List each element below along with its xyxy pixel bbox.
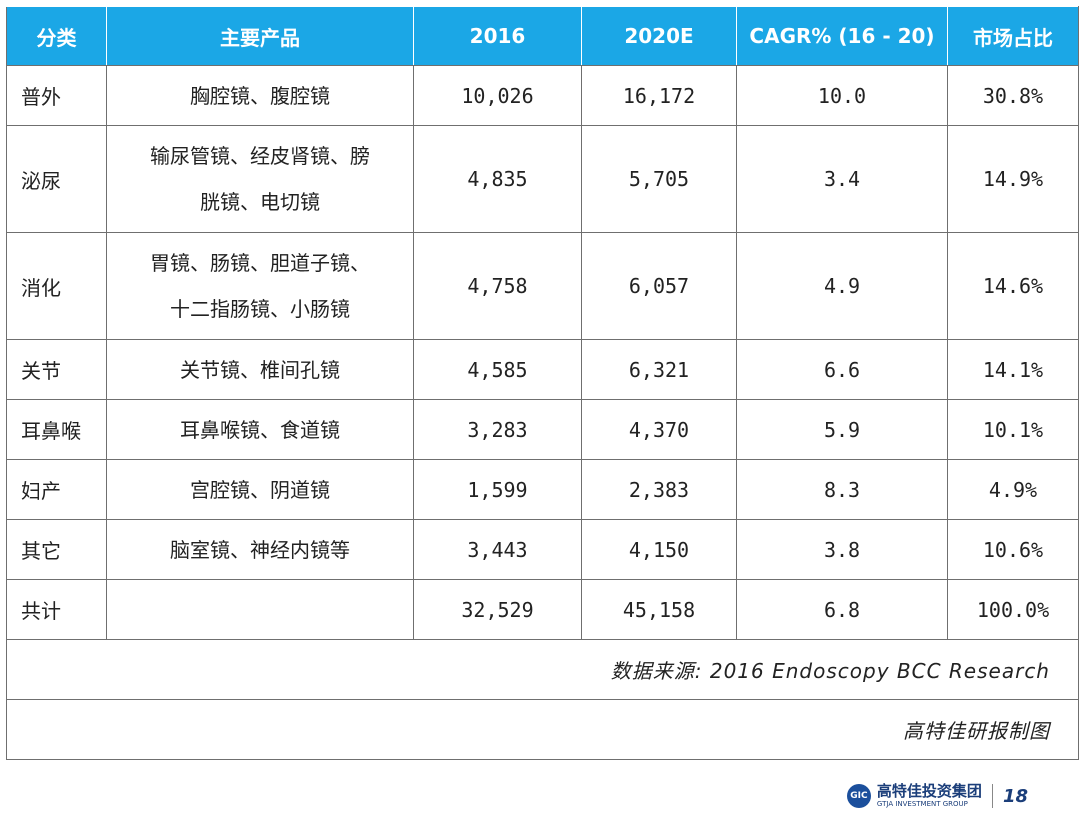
cell-share: 100.0% — [947, 579, 1079, 640]
credit-row: 高特佳研报制图 — [6, 699, 1079, 760]
cell-share: 14.9% — [947, 125, 1079, 233]
company-name-cn: 高特佳投资集团 — [876, 782, 982, 800]
cell-2020e: 6,321 — [581, 339, 737, 400]
source-note: 数据来源: 2016 Endoscopy BCC Research — [6, 639, 1079, 700]
cell-2016: 32,529 — [413, 579, 582, 640]
cell-2016: 10,026 — [413, 65, 582, 126]
table-row: 耳鼻喉 耳鼻喉镜、食道镜 3,283 4,370 5.9 10.1% — [6, 399, 1079, 460]
cell-category: 妇产 — [6, 459, 107, 520]
products-line: 胃镜、肠镜、胆道子镜、 — [150, 251, 370, 275]
cell-cagr: 6.8 — [736, 579, 948, 640]
company-name-en: GTJA INVESTMENT GROUP — [876, 800, 968, 808]
cell-category: 消化 — [6, 232, 107, 340]
table-header-row: 分类 主要产品 2016 2020E CAGR% (16 - 20) 市场占比 — [6, 6, 1079, 66]
table-row-total: 共计 32,529 45,158 6.8 100.0% — [6, 579, 1079, 640]
header-2020e: 2020E — [581, 6, 737, 66]
cell-2016: 4,585 — [413, 339, 582, 400]
cell-2020e: 4,150 — [581, 519, 737, 580]
cell-2020e: 4,370 — [581, 399, 737, 460]
header-2016: 2016 — [413, 6, 582, 66]
company-logo-text: 高特佳投资集团 GTJA INVESTMENT GROUP — [877, 784, 982, 808]
table-row: 其它 脑室镜、神经内镜等 3,443 4,150 3.8 10.6% — [6, 519, 1079, 580]
cell-products: 输尿管镜、经皮肾镜、膀 胱镜、电切镜 — [106, 125, 414, 233]
table-row: 关节 关节镜、椎间孔镜 4,585 6,321 6.6 14.1% — [6, 339, 1079, 400]
cell-cagr: 5.9 — [736, 399, 948, 460]
cell-cagr: 6.6 — [736, 339, 948, 400]
cell-2020e: 6,057 — [581, 232, 737, 340]
table-row: 普外 胸腔镜、腹腔镜 10,026 16,172 10.0 30.8% — [6, 65, 1079, 126]
cell-products: 关节镜、椎间孔镜 — [106, 339, 414, 400]
cell-products: 胸腔镜、腹腔镜 — [106, 65, 414, 126]
table-row: 消化 胃镜、肠镜、胆道子镜、 十二指肠镜、小肠镜 4,758 6,057 4.9… — [6, 232, 1079, 340]
market-table: 分类 主要产品 2016 2020E CAGR% (16 - 20) 市场占比 … — [6, 6, 1079, 760]
header-share: 市场占比 — [947, 6, 1079, 66]
products-line: 胱镜、电切镜 — [200, 190, 320, 214]
cell-category: 普外 — [6, 65, 107, 126]
cell-2016: 4,835 — [413, 125, 582, 233]
header-cagr: CAGR% (16 - 20) — [736, 6, 948, 66]
cell-products: 宫腔镜、阴道镜 — [106, 459, 414, 520]
cell-cagr: 4.9 — [736, 232, 948, 340]
cell-share: 10.6% — [947, 519, 1079, 580]
header-category: 分类 — [6, 6, 107, 66]
cell-products: 胃镜、肠镜、胆道子镜、 十二指肠镜、小肠镜 — [106, 232, 414, 340]
cell-share: 14.1% — [947, 339, 1079, 400]
source-row: 数据来源: 2016 Endoscopy BCC Research — [6, 639, 1079, 700]
cell-category: 共计 — [6, 579, 107, 640]
cell-2016: 4,758 — [413, 232, 582, 340]
company-logo-icon: GIC — [846, 784, 871, 808]
cell-2020e: 16,172 — [581, 65, 737, 126]
cell-cagr: 3.8 — [736, 519, 948, 580]
cell-category: 关节 — [6, 339, 107, 400]
table-row: 妇产 宫腔镜、阴道镜 1,599 2,383 8.3 4.9% — [6, 459, 1079, 520]
cell-2020e: 5,705 — [581, 125, 737, 233]
cell-2020e: 45,158 — [581, 579, 737, 640]
cell-cagr: 3.4 — [736, 125, 948, 233]
products-line: 输尿管镜、经皮肾镜、膀 — [150, 144, 370, 168]
cell-products — [106, 579, 414, 640]
footer-logo: GIC 高特佳投资集团 GTJA INVESTMENT GROUP 18 — [846, 778, 1028, 814]
cell-products: 耳鼻喉镜、食道镜 — [106, 399, 414, 460]
cell-share: 10.1% — [947, 399, 1079, 460]
cell-2016: 1,599 — [413, 459, 582, 520]
cell-category: 泌尿 — [6, 125, 107, 233]
table-row: 泌尿 输尿管镜、经皮肾镜、膀 胱镜、电切镜 4,835 5,705 3.4 14… — [6, 125, 1079, 233]
logo-divider — [991, 784, 993, 808]
cell-2016: 3,283 — [413, 399, 582, 460]
cell-2020e: 2,383 — [581, 459, 737, 520]
anniversary-mark: 18 — [1002, 785, 1028, 807]
cell-2016: 3,443 — [413, 519, 582, 580]
credit-note: 高特佳研报制图 — [6, 699, 1079, 760]
header-products: 主要产品 — [106, 6, 414, 66]
cell-cagr: 8.3 — [736, 459, 948, 520]
cell-share: 30.8% — [947, 65, 1079, 126]
products-line: 十二指肠镜、小肠镜 — [170, 297, 350, 321]
cell-share: 4.9% — [947, 459, 1079, 520]
cell-category: 耳鼻喉 — [6, 399, 107, 460]
cell-share: 14.6% — [947, 232, 1079, 340]
cell-products: 脑室镜、神经内镜等 — [106, 519, 414, 580]
cell-category: 其它 — [6, 519, 107, 580]
cell-cagr: 10.0 — [736, 65, 948, 126]
